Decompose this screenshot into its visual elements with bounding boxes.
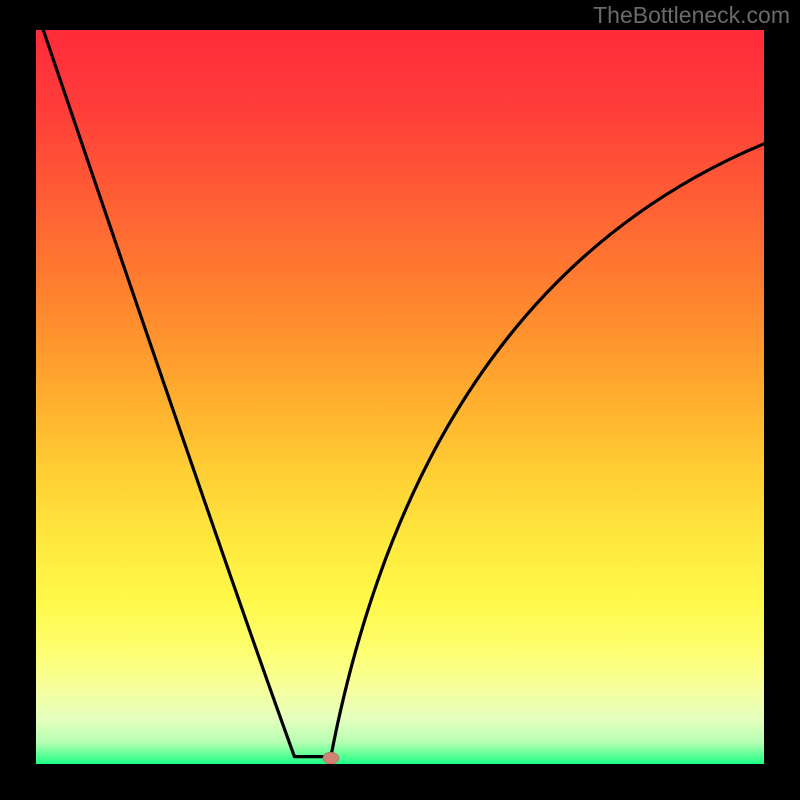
watermark-text: TheBottleneck.com: [593, 2, 790, 29]
chart-plot-background: [36, 30, 764, 764]
chart-container: TheBottleneck.com: [0, 0, 800, 800]
optimal-point-marker: [323, 752, 339, 764]
bottleneck-chart: [0, 0, 800, 800]
